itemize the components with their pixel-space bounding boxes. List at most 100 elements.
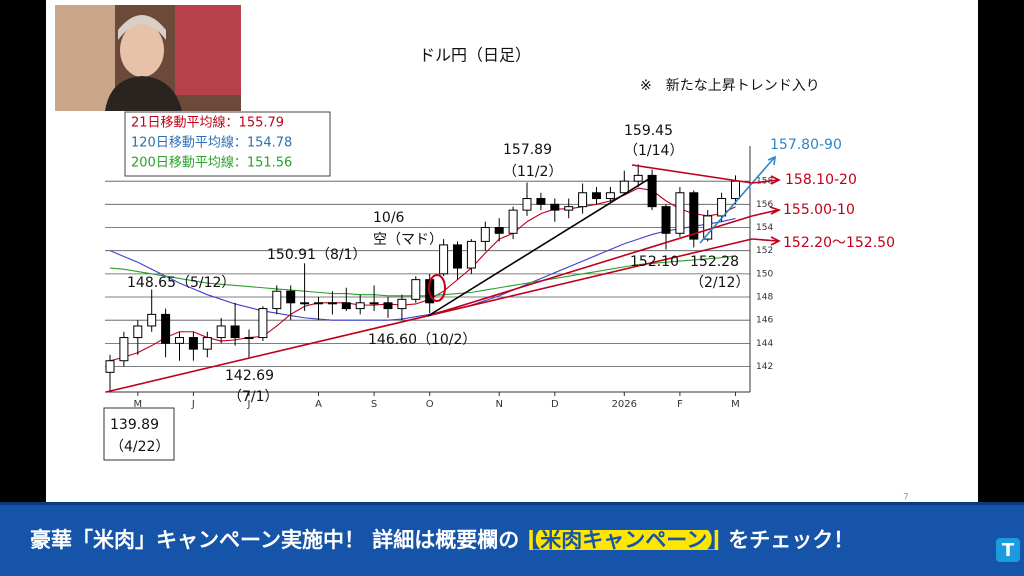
candle-body <box>633 174 643 182</box>
banner-edge <box>0 502 1024 505</box>
annotation: 152.28 <box>690 254 739 270</box>
x-tick-label: O <box>426 399 434 410</box>
logo-bg <box>996 538 1020 562</box>
candle-body <box>508 209 518 234</box>
candle-body <box>105 360 115 373</box>
annotation: 空（マド） <box>373 232 443 248</box>
moving-average <box>109 187 736 362</box>
x-tick-label: M <box>731 399 740 410</box>
target-label: 158.10-20 <box>785 172 857 188</box>
annotation: （1/14） <box>624 143 683 159</box>
banner-text: 豪華「米肉」キャンペーン実施中！ 詳細は概要欄の【米肉キャンペーン】をチェック！ <box>30 528 854 552</box>
arrow <box>751 175 781 185</box>
x-tick-label: F <box>677 399 683 410</box>
candle-body <box>230 325 240 339</box>
candle-body <box>536 198 546 205</box>
y-tick-label: 152 <box>756 246 773 256</box>
candle-body <box>605 192 615 200</box>
annotation: 157.89 <box>503 142 552 158</box>
annotation: （11/2） <box>503 164 562 180</box>
candle-body <box>439 244 449 275</box>
annotation: 139.89 <box>110 417 159 433</box>
candle-body <box>661 206 671 234</box>
banner <box>0 502 1024 576</box>
target-label: 152.20～152.50 <box>783 235 895 251</box>
y-tick-label: 154 <box>756 223 773 233</box>
candle-body <box>286 290 296 304</box>
target-label: 157.80-90 <box>770 137 842 153</box>
candle-body <box>133 325 143 339</box>
low-box <box>103 407 175 461</box>
candle-body <box>703 215 713 240</box>
y-tick-label: 146 <box>756 316 773 326</box>
trendline <box>427 176 653 317</box>
moving-average <box>109 217 736 321</box>
candle-body <box>578 192 588 208</box>
gap-marker <box>428 274 446 302</box>
candle-body <box>411 279 421 300</box>
x-tick-label: D <box>551 399 559 410</box>
target-label: 155.00-10 <box>783 202 855 218</box>
page-number: 7 <box>903 493 909 503</box>
candle-body <box>717 198 727 217</box>
candle-body <box>300 302 310 305</box>
logo: T <box>1002 540 1015 561</box>
y-tick-label: 156 <box>756 200 773 210</box>
candle-body <box>341 302 351 310</box>
x-tick-label: J <box>191 399 195 410</box>
annotation: 148.65（5/12） <box>127 275 235 291</box>
candle-body <box>383 302 393 310</box>
legend-entry: 120日移動平均線：154.78 <box>131 135 292 151</box>
note: ※ 新たな上昇トレンド入り <box>640 78 820 94</box>
legend-entry: 200日移動平均線：151.56 <box>131 155 292 171</box>
trendline <box>427 215 753 317</box>
candle-body <box>244 337 254 340</box>
annotation: （4/22） <box>110 439 169 455</box>
trendline <box>699 157 775 244</box>
annotation: （2/12） <box>690 275 749 291</box>
trendlines <box>105 155 782 393</box>
y-tick-label: 144 <box>756 339 773 349</box>
candle-body <box>272 290 282 310</box>
candle-body <box>675 192 685 234</box>
candle-body <box>147 313 157 327</box>
candle-body <box>564 206 574 211</box>
trendline <box>631 164 753 184</box>
candle-body <box>689 192 699 240</box>
webcam-body <box>105 76 182 111</box>
annotation: 159.45 <box>624 123 673 139</box>
y-tick-label: 150 <box>756 269 773 279</box>
x-tick-label: 2026 <box>612 399 637 410</box>
webcam <box>55 5 241 111</box>
candle-body <box>369 302 379 305</box>
candle-body <box>355 302 365 310</box>
candle-body <box>314 302 323 305</box>
candle-body <box>202 337 212 350</box>
candle-body <box>119 337 129 362</box>
webcam-wall <box>55 5 115 111</box>
x-tick-label: S <box>371 399 377 410</box>
annotation: 142.69 <box>225 368 274 384</box>
x-tick-label: N <box>495 399 502 410</box>
webcam-face <box>120 23 164 77</box>
candle-body <box>592 192 601 200</box>
candle-body <box>494 227 504 234</box>
candle-body <box>466 240 476 269</box>
banner-highlight <box>529 530 719 550</box>
arrow <box>767 155 776 166</box>
legend-entry: 21日移動平均線：155.79 <box>131 115 284 131</box>
webcam-leaves <box>175 5 241 95</box>
banner-after: をチェック！ <box>728 528 854 552</box>
candle-body <box>397 298 407 310</box>
candle-body <box>175 337 184 344</box>
candle-body <box>647 174 657 208</box>
candle-body <box>216 325 226 339</box>
arrow <box>751 236 781 246</box>
candle-body <box>550 203 560 211</box>
candle-body <box>522 198 532 211</box>
candle-body <box>161 313 171 344</box>
annotation: （7/1） <box>228 389 279 405</box>
annotation: 10/6 <box>373 210 405 226</box>
